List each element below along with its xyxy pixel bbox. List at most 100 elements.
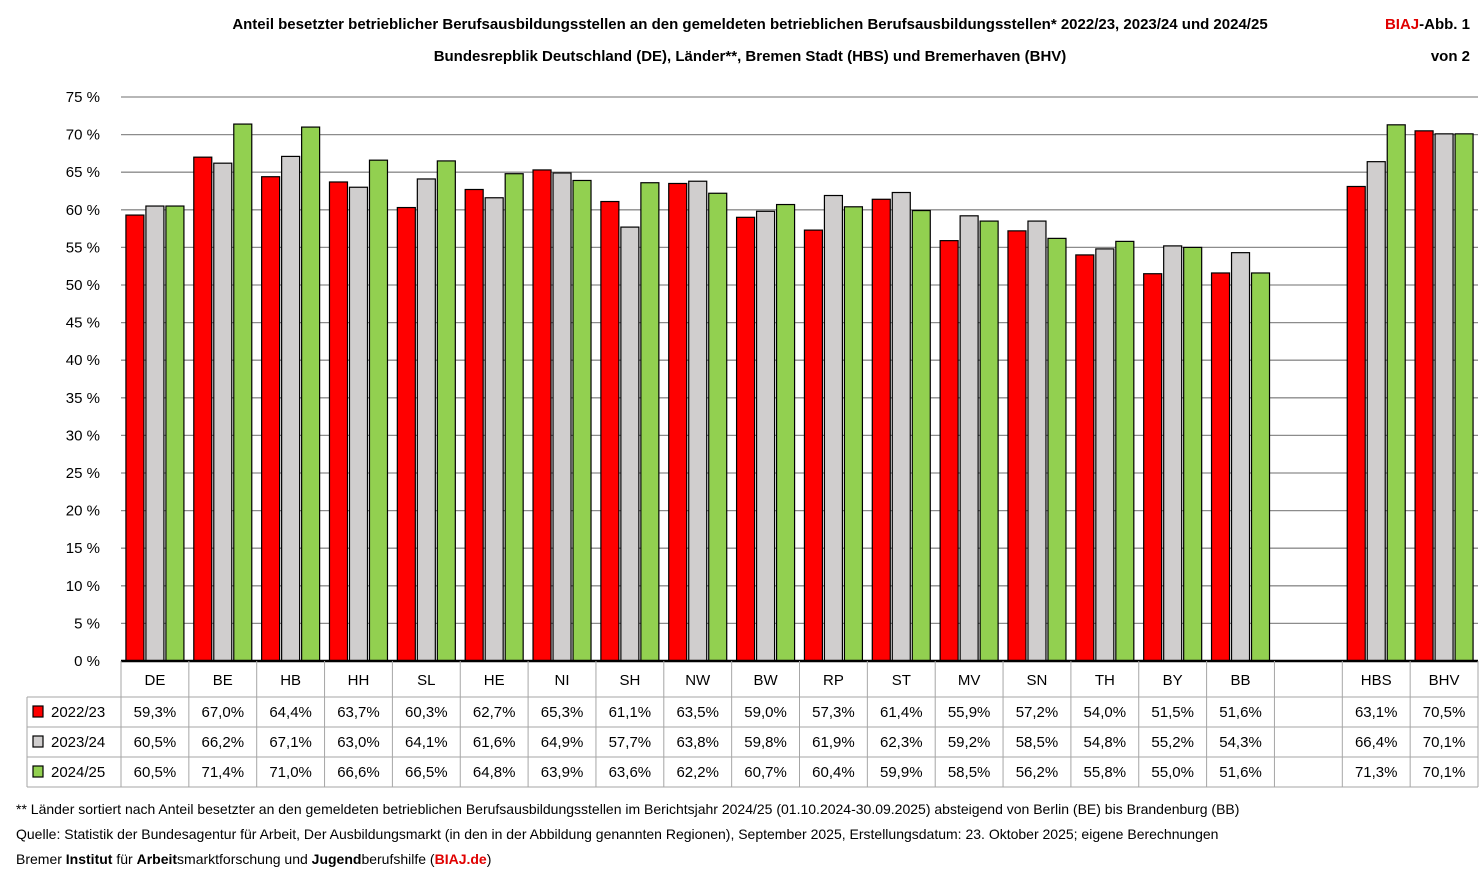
data-label: 60,3% [405, 704, 448, 721]
bar-2024-25-HE [504, 173, 524, 662]
category-label: DE [145, 672, 166, 689]
data-label: 55,8% [1084, 764, 1127, 781]
legend-label: 2024/25 [51, 764, 105, 781]
category-label: HE [484, 672, 505, 689]
data-label: 64,8% [473, 764, 516, 781]
bar-2022-23-HBS [1346, 185, 1366, 662]
data-label: 58,5% [1016, 734, 1059, 751]
bar-2023-24-HBS [1366, 161, 1386, 662]
data-label: 67,0% [202, 704, 245, 721]
bar-2024-25-RP [843, 206, 864, 662]
data-label: 59,8% [744, 734, 787, 751]
bar-2022-23-RP [803, 229, 824, 662]
org-text-part: Bremer [16, 851, 66, 867]
data-label: 62,7% [473, 704, 516, 721]
data-label: 57,7% [609, 734, 652, 751]
bar-2024-25-BE [233, 123, 253, 662]
data-label: 66,5% [405, 764, 448, 781]
bar-2022-23-HH [328, 181, 349, 662]
legend-swatch [32, 765, 44, 778]
bar-2023-24-SN [1027, 220, 1047, 662]
data-label: 70,1% [1423, 764, 1466, 781]
bar-2022-23-TH [1075, 254, 1095, 662]
bar-2024-25-BHV [1454, 133, 1474, 662]
y-tick-label: 35 % [66, 390, 100, 407]
bar-2023-24-BW [755, 210, 776, 662]
bar-2022-23-SH [600, 200, 620, 662]
y-tick-label: 55 % [66, 239, 100, 256]
bar-2023-24-NW [688, 180, 708, 662]
bar-2024-25-HB [301, 126, 321, 662]
data-label: 62,3% [880, 734, 923, 751]
bar-2024-25-MV [979, 220, 999, 662]
org-text-part: Institut [65, 851, 113, 867]
bar-2023-24-RP [823, 194, 844, 662]
bar-2022-23-SL [396, 206, 416, 662]
bar-2023-24-SL [416, 178, 436, 662]
bar-2023-24-BHV [1434, 133, 1454, 662]
data-label: 57,3% [812, 704, 855, 721]
y-tick-label: 5 % [74, 615, 100, 632]
y-tick-label: 75 % [66, 89, 100, 106]
data-label: 60,7% [744, 764, 787, 781]
bar-chart: 0 % 5 % 10 % 15 % 20 % 25 % 30 % 35 % 40 % 45 % 50… [26, 89, 1479, 788]
bar-2022-23-BB [1210, 272, 1231, 662]
data-label: 66,6% [337, 764, 380, 781]
brand-text: BIAJ [1384, 16, 1420, 33]
legend-swatch [32, 705, 44, 718]
y-tick-label: 20 % [66, 503, 100, 520]
data-label: 63,9% [541, 764, 584, 781]
bar-2022-23-HE [464, 188, 484, 662]
bar-2022-23-MV [939, 240, 959, 662]
data-label: 61,4% [880, 704, 923, 721]
data-label: 55,2% [1151, 734, 1194, 751]
y-tick-label: 30 % [66, 427, 100, 444]
bar-2023-24-BY [1163, 245, 1183, 662]
bar-2022-23-HB [261, 176, 281, 662]
data-label: 63,6% [609, 764, 652, 781]
category-label: SN [1027, 672, 1048, 689]
footnote-organization: Bremer Institut für Arbeitsmarktforschun… [16, 851, 491, 867]
data-label: 61,6% [473, 734, 516, 751]
legend-label: 2023/24 [51, 734, 105, 751]
data-label: 51,6% [1219, 704, 1262, 721]
bar-2023-24-BB [1230, 252, 1251, 662]
category-label: BB [1231, 672, 1251, 689]
bar-2023-24-HE [484, 197, 504, 662]
bar-2024-25-HBS [1386, 124, 1406, 662]
data-label: 63,5% [676, 704, 719, 721]
data-label: 59,9% [880, 764, 923, 781]
data-label: 55,9% [948, 704, 991, 721]
data-label: 55,0% [1151, 764, 1194, 781]
category-label: RP [823, 672, 844, 689]
chart-subtitle: Bundesrepblik Deutschland (DE), Länder**… [433, 48, 1067, 65]
bar-2024-25-SL [436, 160, 456, 662]
bar-2022-23-DE [125, 214, 145, 662]
data-label: 63,8% [676, 734, 719, 751]
y-tick-label: 60 % [66, 202, 100, 219]
data-label: 70,1% [1423, 734, 1466, 751]
bar-2022-23-NW [668, 182, 688, 662]
data-label: 54,8% [1084, 734, 1127, 751]
data-label: 60,5% [134, 764, 177, 781]
category-label: TH [1095, 672, 1115, 689]
data-label: 51,6% [1219, 764, 1262, 781]
data-label: 60,5% [134, 734, 177, 751]
category-label: BE [213, 672, 233, 689]
bar-2023-24-BE [213, 162, 233, 662]
bar-2024-25-TH [1115, 240, 1135, 662]
data-label: 66,2% [202, 734, 245, 751]
category-label: HH [348, 672, 370, 689]
data-label: 66,4% [1355, 734, 1398, 751]
category-label: BW [753, 672, 778, 689]
data-label: 71,4% [202, 764, 245, 781]
category-label: HB [280, 672, 301, 689]
data-label: 63,0% [337, 734, 380, 751]
category-label: SH [619, 672, 640, 689]
footnote-source: Quelle: Statistik der Bundesagentur für … [16, 826, 1219, 842]
bar-2023-24-DE [145, 205, 165, 662]
data-label: 57,2% [1016, 704, 1059, 721]
category-label: BHV [1429, 672, 1460, 689]
bar-2023-24-MV [959, 215, 979, 662]
data-label: 71,3% [1355, 764, 1398, 781]
